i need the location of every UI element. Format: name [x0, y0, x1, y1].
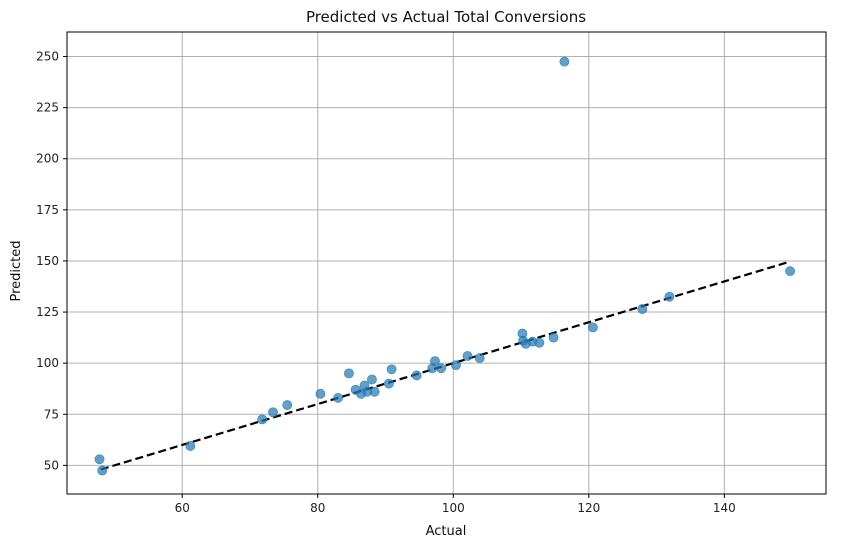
x-tick-label: 60 — [175, 501, 190, 515]
data-point — [383, 378, 394, 389]
y-tick-label: 75 — [44, 407, 59, 421]
data-point — [367, 374, 377, 385]
x-tick-label: 100 — [442, 501, 465, 515]
data-point — [785, 266, 795, 277]
y-tick-label: 100 — [36, 356, 59, 370]
data-point — [386, 364, 397, 375]
plot-frame — [66, 31, 827, 495]
x-axis-label: Actual — [426, 524, 467, 539]
x-tick-label: 120 — [577, 501, 600, 515]
y-axis-ticks: 50 75 100 125 150 175 200 225 250 — [36, 50, 67, 472]
data-point — [94, 454, 105, 465]
data-point — [559, 56, 570, 67]
data-point — [474, 353, 485, 363]
points-layer — [94, 56, 795, 476]
data-point — [185, 441, 196, 451]
y-tick-label: 250 — [36, 50, 59, 64]
data-point — [664, 291, 675, 302]
data-point — [333, 393, 343, 403]
x-axis-ticks: 60 80 100 120 140 — [175, 494, 736, 515]
data-point — [548, 332, 559, 343]
data-point — [451, 360, 461, 371]
y-tick-label: 200 — [36, 152, 59, 166]
data-point — [282, 400, 293, 410]
data-point — [411, 370, 422, 381]
data-point — [436, 363, 446, 374]
y-tick-label: 150 — [36, 254, 59, 268]
data-point — [344, 368, 354, 379]
x-tick-label: 140 — [713, 501, 736, 515]
data-point — [430, 356, 440, 367]
x-tick-label: 80 — [310, 501, 325, 515]
data-point — [587, 322, 598, 333]
y-tick-label: 125 — [36, 305, 59, 319]
grid — [67, 32, 826, 494]
data-point — [257, 414, 268, 425]
chart-title: Predicted vs Actual Total Conversions — [306, 8, 586, 26]
y-tick-label: 225 — [36, 101, 59, 115]
y-tick-label: 50 — [44, 458, 59, 472]
data-point — [97, 465, 108, 476]
y-axis-label: Predicted — [9, 240, 24, 301]
data-point — [637, 304, 648, 314]
data-point — [315, 388, 326, 399]
data-point — [462, 351, 473, 361]
data-point — [534, 337, 545, 348]
y-tick-label: 175 — [36, 203, 59, 217]
data-point — [268, 407, 278, 418]
data-point — [369, 386, 380, 397]
